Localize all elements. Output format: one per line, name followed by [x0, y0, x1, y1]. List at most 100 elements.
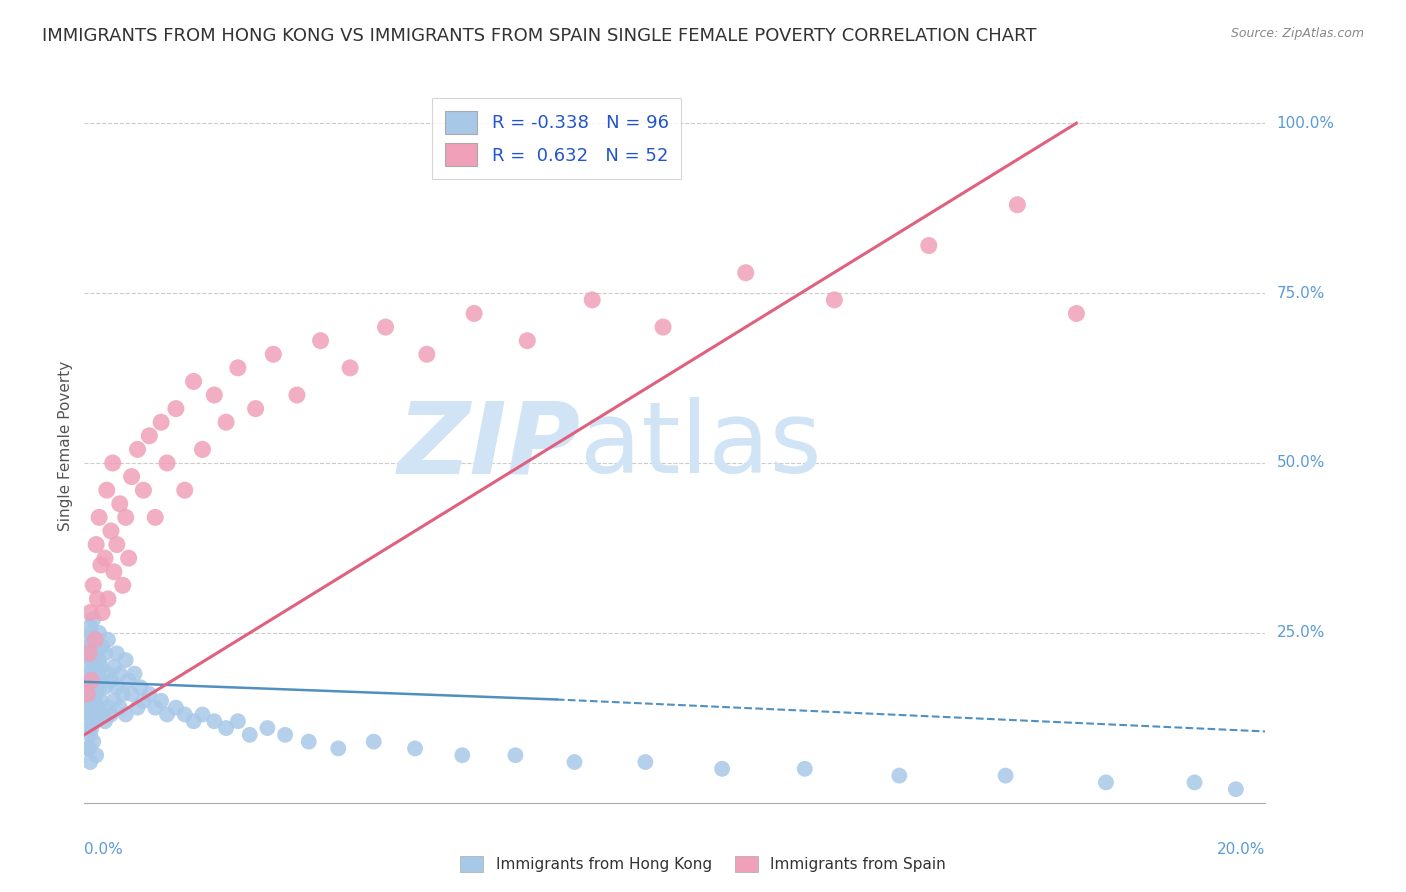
Point [156, 456, 179, 470]
Point [87, 626, 111, 640]
Point [138, 429, 160, 443]
Point [77, 646, 100, 660]
Text: ZIP: ZIP [398, 398, 581, 494]
Point [918, 238, 941, 252]
Point [298, 734, 321, 748]
Point [79, 640, 101, 654]
Point [226, 360, 249, 375]
Point [79, 606, 101, 620]
Point [90, 660, 112, 674]
Point [76, 694, 98, 708]
Point [103, 694, 125, 708]
Point [183, 714, 205, 729]
Point [90, 694, 112, 708]
Point [105, 646, 128, 660]
Point [76, 714, 98, 729]
Point [80, 653, 103, 667]
Point [150, 694, 173, 708]
Point [581, 293, 603, 307]
Point [79, 666, 101, 681]
Point [97, 632, 120, 647]
Point [129, 680, 152, 694]
Point [183, 375, 205, 389]
Point [84, 694, 107, 708]
Point [77, 700, 100, 714]
Point [84, 748, 107, 763]
Point [84, 537, 107, 551]
Point [156, 707, 179, 722]
Point [82, 612, 104, 626]
Text: 20.0%: 20.0% [1218, 842, 1265, 857]
Point [79, 728, 101, 742]
Point [79, 680, 101, 694]
Point [91, 640, 114, 654]
Point [711, 762, 734, 776]
Point [94, 646, 117, 660]
Point [239, 728, 262, 742]
Point [132, 694, 155, 708]
Point [86, 666, 108, 681]
Point [451, 748, 474, 763]
Point [404, 741, 426, 756]
Point [374, 320, 396, 334]
Point [87, 510, 111, 524]
Point [118, 673, 141, 688]
Point [96, 483, 118, 498]
Point [285, 388, 308, 402]
Point [114, 707, 136, 722]
Point [79, 619, 101, 633]
Point [132, 483, 155, 498]
Point [416, 347, 439, 361]
Point [634, 755, 657, 769]
Point [94, 714, 117, 729]
Point [97, 700, 120, 714]
Point [87, 653, 111, 667]
Point [77, 660, 100, 674]
Point [215, 415, 238, 429]
Point [76, 687, 98, 701]
Point [79, 707, 101, 722]
Point [94, 680, 117, 694]
Point [889, 769, 911, 783]
Point [76, 741, 98, 756]
Point [564, 755, 586, 769]
Point [84, 632, 107, 647]
Point [150, 415, 173, 429]
Point [91, 707, 114, 722]
Text: 100.0%: 100.0% [1277, 116, 1334, 131]
Point [124, 666, 146, 681]
Point [111, 687, 134, 701]
Point [100, 673, 122, 688]
Text: Source: ZipAtlas.com: Source: ZipAtlas.com [1230, 27, 1364, 40]
Point [108, 497, 131, 511]
Point [82, 578, 104, 592]
Point [108, 700, 131, 714]
Point [793, 762, 815, 776]
Point [1225, 782, 1247, 797]
Point [173, 483, 195, 498]
Point [84, 673, 107, 688]
Point [121, 687, 143, 701]
Point [100, 707, 122, 722]
Point [191, 707, 214, 722]
Y-axis label: Single Female Poverty: Single Female Poverty [58, 361, 73, 531]
Point [103, 660, 125, 674]
Text: atlas: atlas [581, 398, 823, 494]
Point [87, 680, 111, 694]
Point [97, 591, 120, 606]
Point [86, 591, 108, 606]
Text: 75.0%: 75.0% [1277, 285, 1324, 301]
Point [215, 721, 238, 735]
Point [77, 632, 100, 647]
Point [76, 673, 98, 688]
Point [505, 748, 527, 763]
Point [84, 707, 107, 722]
Point [339, 360, 361, 375]
Point [114, 653, 136, 667]
Point [118, 551, 141, 566]
Point [82, 646, 104, 660]
Point [108, 666, 131, 681]
Point [86, 700, 108, 714]
Point [82, 734, 104, 748]
Point [82, 680, 104, 694]
